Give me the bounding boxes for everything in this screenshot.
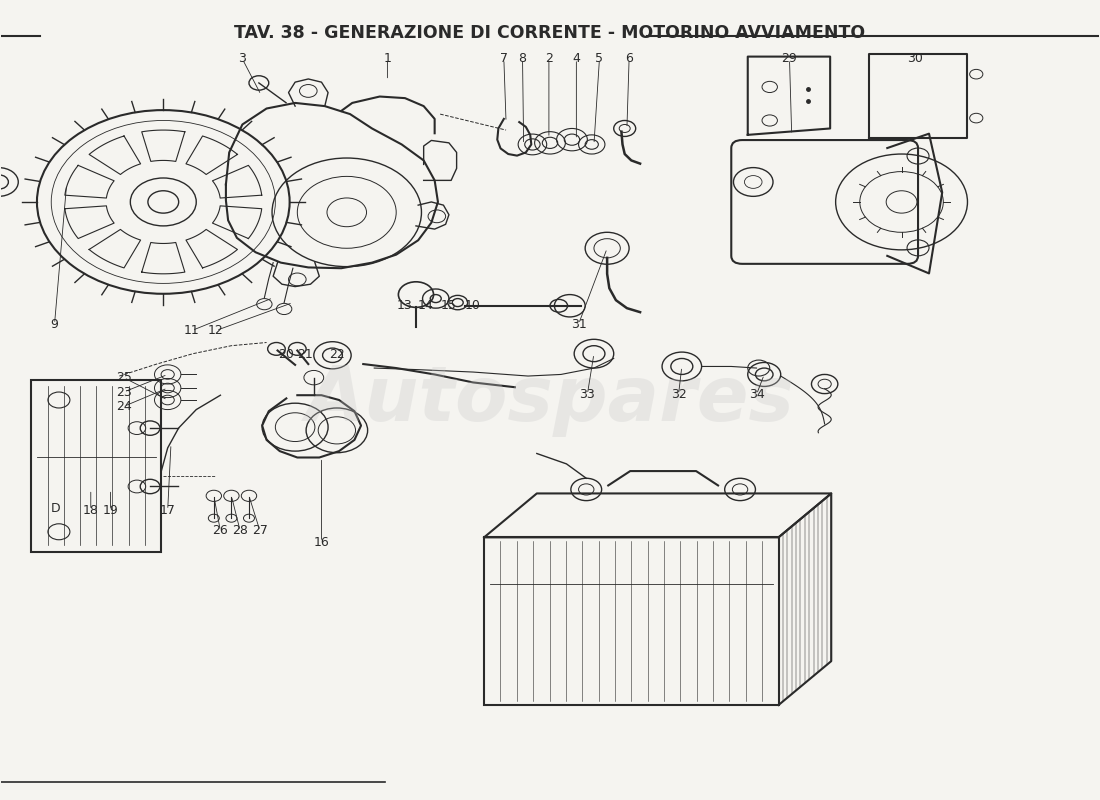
Text: 1: 1 — [384, 53, 392, 66]
Text: 24: 24 — [116, 400, 132, 413]
Text: 3: 3 — [239, 53, 246, 66]
Text: 19: 19 — [102, 504, 119, 517]
Text: D: D — [51, 502, 60, 515]
Text: 11: 11 — [184, 324, 200, 337]
Text: 5: 5 — [595, 53, 604, 66]
Text: 27: 27 — [252, 525, 268, 538]
Text: 16: 16 — [314, 536, 329, 549]
Text: 9: 9 — [51, 318, 58, 330]
Text: 22: 22 — [329, 348, 344, 361]
Text: 7: 7 — [499, 53, 508, 66]
Text: 18: 18 — [82, 504, 99, 517]
Text: 29: 29 — [782, 53, 797, 66]
Text: 32: 32 — [671, 388, 686, 401]
Text: 17: 17 — [160, 504, 176, 517]
Text: 21: 21 — [297, 348, 312, 361]
Bar — [484, 538, 779, 705]
Text: 2: 2 — [544, 53, 553, 66]
Text: 33: 33 — [580, 388, 595, 401]
Text: 12: 12 — [208, 324, 224, 337]
Text: 28: 28 — [232, 525, 249, 538]
Text: 31: 31 — [571, 318, 586, 330]
Text: 20: 20 — [278, 348, 295, 361]
Text: 26: 26 — [212, 525, 229, 538]
Text: 8: 8 — [518, 53, 527, 66]
Text: 10: 10 — [465, 299, 481, 312]
Text: 34: 34 — [749, 388, 764, 401]
Text: Autospares: Autospares — [306, 363, 794, 437]
Bar — [32, 380, 161, 552]
Text: 25: 25 — [116, 371, 132, 384]
Text: 15: 15 — [441, 299, 456, 312]
Text: TAV. 38 - GENERAZIONE DI CORRENTE - MOTORINO AVVIAMENTO: TAV. 38 - GENERAZIONE DI CORRENTE - MOTO… — [234, 24, 866, 42]
Text: 23: 23 — [116, 386, 132, 398]
Text: 30: 30 — [906, 53, 923, 66]
Text: 14: 14 — [418, 299, 433, 312]
Text: 13: 13 — [397, 299, 412, 312]
Text: 4: 4 — [572, 53, 581, 66]
Text: 6: 6 — [625, 53, 632, 66]
